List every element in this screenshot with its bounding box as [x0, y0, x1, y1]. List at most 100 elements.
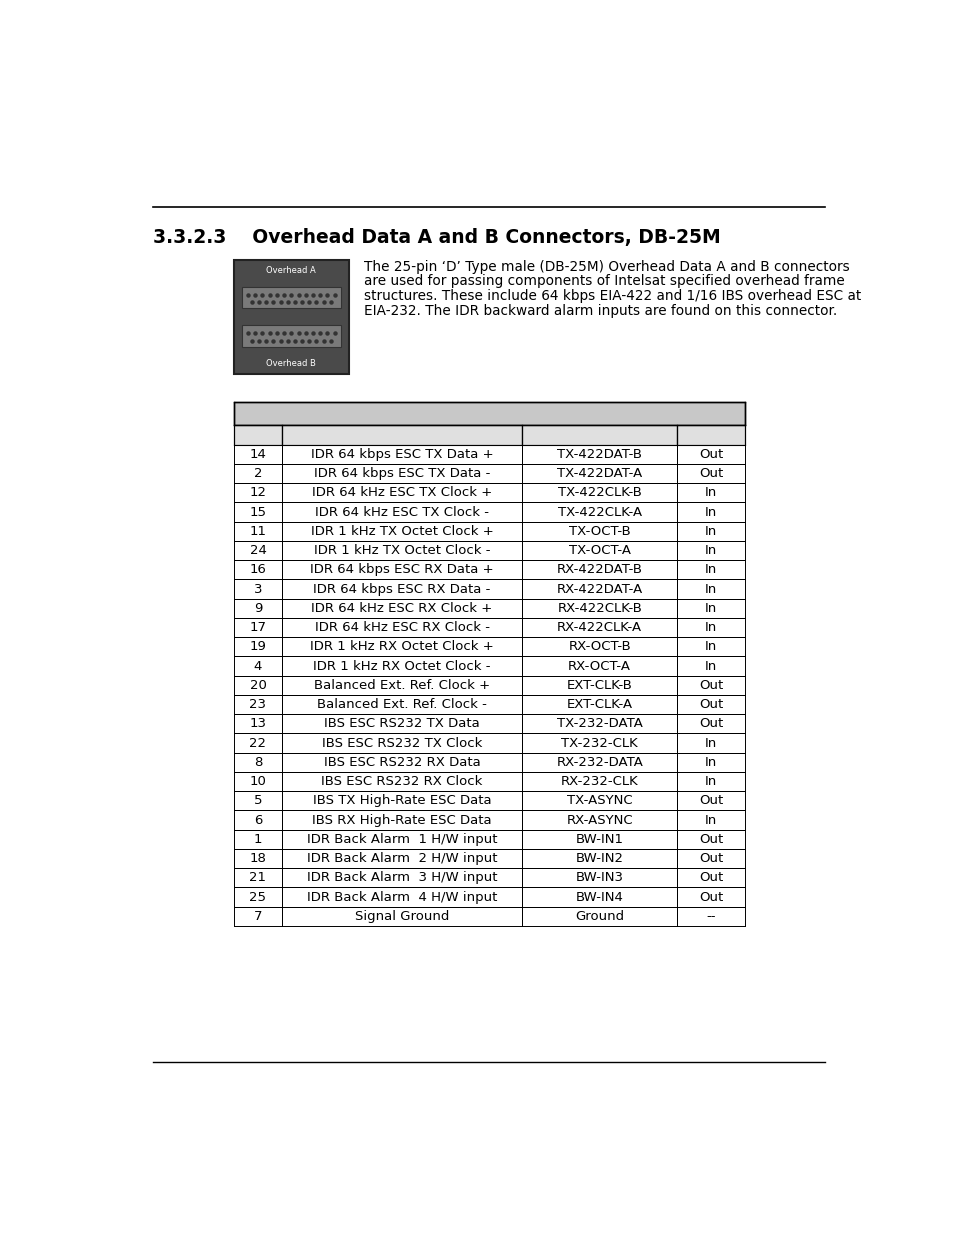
- Bar: [521, 425, 677, 445]
- Bar: [677, 599, 744, 618]
- Bar: [233, 521, 282, 541]
- Bar: [521, 676, 677, 695]
- Text: 3: 3: [253, 583, 262, 595]
- Bar: [282, 752, 521, 772]
- Bar: [677, 734, 744, 752]
- Bar: [282, 464, 521, 483]
- Bar: [521, 445, 677, 464]
- Text: IBS ESC RS232 RX Clock: IBS ESC RS232 RX Clock: [321, 776, 482, 788]
- Text: In: In: [704, 601, 717, 615]
- Text: IDR 64 kbps ESC TX Data +: IDR 64 kbps ESC TX Data +: [311, 448, 493, 461]
- Bar: [282, 483, 521, 503]
- Text: RX-422DAT-B: RX-422DAT-B: [557, 563, 642, 577]
- Bar: [677, 483, 744, 503]
- Text: TX-422CLK-A: TX-422CLK-A: [558, 505, 641, 519]
- Bar: [677, 425, 744, 445]
- Bar: [233, 792, 282, 810]
- Bar: [233, 830, 282, 848]
- Text: IBS ESC RS232 TX Data: IBS ESC RS232 TX Data: [324, 718, 479, 730]
- Text: TX-422CLK-B: TX-422CLK-B: [558, 487, 641, 499]
- Bar: [282, 425, 521, 445]
- Text: TX-ASYNC: TX-ASYNC: [566, 794, 632, 808]
- Text: Ground: Ground: [575, 910, 623, 923]
- Bar: [233, 561, 282, 579]
- Text: IBS ESC RS232 TX Clock: IBS ESC RS232 TX Clock: [321, 736, 482, 750]
- Text: IDR 1 kHz TX Octet Clock -: IDR 1 kHz TX Octet Clock -: [314, 545, 490, 557]
- Text: RX-232-CLK: RX-232-CLK: [560, 776, 638, 788]
- Text: 7: 7: [253, 910, 262, 923]
- Bar: [282, 561, 521, 579]
- Bar: [233, 541, 282, 561]
- Text: IBS ESC RS232 RX Data: IBS ESC RS232 RX Data: [323, 756, 480, 768]
- Text: Out: Out: [699, 448, 722, 461]
- Bar: [677, 464, 744, 483]
- Bar: [282, 888, 521, 906]
- Text: IDR Back Alarm  3 H/W input: IDR Back Alarm 3 H/W input: [307, 871, 497, 884]
- Text: EXT-CLK-B: EXT-CLK-B: [566, 679, 632, 692]
- Bar: [677, 579, 744, 599]
- Bar: [521, 521, 677, 541]
- Text: In: In: [704, 814, 717, 826]
- Text: Out: Out: [699, 832, 722, 846]
- Bar: [233, 810, 282, 830]
- Text: TX-422DAT-A: TX-422DAT-A: [557, 467, 641, 480]
- Bar: [233, 503, 282, 521]
- Text: 2: 2: [253, 467, 262, 480]
- Bar: [282, 656, 521, 676]
- Text: 6: 6: [253, 814, 262, 826]
- Text: IDR Back Alarm  2 H/W input: IDR Back Alarm 2 H/W input: [307, 852, 497, 864]
- Bar: [521, 541, 677, 561]
- Bar: [677, 521, 744, 541]
- Bar: [233, 425, 282, 445]
- Text: Signal Ground: Signal Ground: [355, 910, 449, 923]
- Text: TX-422DAT-B: TX-422DAT-B: [557, 448, 641, 461]
- Bar: [282, 445, 521, 464]
- Text: 9: 9: [253, 601, 262, 615]
- Bar: [282, 579, 521, 599]
- Text: 16: 16: [250, 563, 266, 577]
- Bar: [241, 325, 340, 347]
- Bar: [521, 906, 677, 926]
- Text: Out: Out: [699, 467, 722, 480]
- Text: RX-ASYNC: RX-ASYNC: [566, 814, 633, 826]
- Text: BW-IN3: BW-IN3: [576, 871, 623, 884]
- Text: In: In: [704, 505, 717, 519]
- Text: BW-IN1: BW-IN1: [576, 832, 623, 846]
- Text: 23: 23: [250, 698, 266, 711]
- Bar: [233, 483, 282, 503]
- Text: IBS RX High-Rate ESC Data: IBS RX High-Rate ESC Data: [312, 814, 492, 826]
- Bar: [233, 868, 282, 888]
- Bar: [282, 541, 521, 561]
- Text: 5: 5: [253, 794, 262, 808]
- Text: --: --: [706, 910, 716, 923]
- Bar: [521, 752, 677, 772]
- Bar: [233, 695, 282, 714]
- Bar: [233, 734, 282, 752]
- Text: 10: 10: [250, 776, 266, 788]
- Text: IDR 1 kHz RX Octet Clock -: IDR 1 kHz RX Octet Clock -: [313, 659, 491, 673]
- Bar: [233, 772, 282, 792]
- Text: In: In: [704, 756, 717, 768]
- Bar: [521, 868, 677, 888]
- Text: RX-422DAT-A: RX-422DAT-A: [556, 583, 642, 595]
- Bar: [677, 868, 744, 888]
- Bar: [521, 848, 677, 868]
- Bar: [677, 695, 744, 714]
- Text: TX-OCT-B: TX-OCT-B: [568, 525, 630, 537]
- Text: In: In: [704, 487, 717, 499]
- Text: Out: Out: [699, 852, 722, 864]
- Text: In: In: [704, 640, 717, 653]
- Bar: [521, 561, 677, 579]
- Bar: [233, 579, 282, 599]
- Bar: [241, 287, 340, 309]
- Text: Out: Out: [699, 718, 722, 730]
- Bar: [677, 561, 744, 579]
- Bar: [282, 714, 521, 734]
- Text: IDR 1 kHz TX Octet Clock +: IDR 1 kHz TX Octet Clock +: [311, 525, 493, 537]
- Bar: [233, 259, 348, 374]
- Bar: [677, 503, 744, 521]
- Bar: [282, 772, 521, 792]
- Bar: [677, 772, 744, 792]
- Bar: [521, 618, 677, 637]
- Bar: [677, 656, 744, 676]
